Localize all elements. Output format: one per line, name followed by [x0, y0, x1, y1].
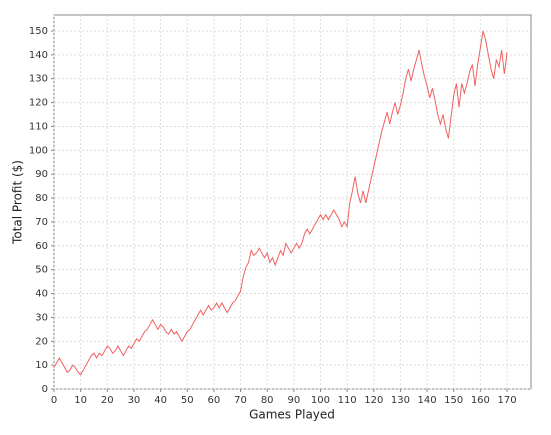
x-tick-label: 0: [51, 395, 57, 406]
plot-area: [53, 14, 532, 390]
x-tick-label: 110: [338, 395, 357, 406]
y-tick-label: 100: [29, 145, 48, 156]
x-tick-label: 160: [471, 395, 490, 406]
y-axis-label: Total Profit ($): [11, 160, 25, 245]
x-tick-label: 90: [287, 395, 300, 406]
y-tick-label: 80: [35, 193, 48, 204]
x-tick-label: 130: [391, 395, 410, 406]
y-tick-label: 150: [29, 26, 48, 37]
x-tick-label: 20: [101, 395, 114, 406]
x-tick-label: 50: [181, 395, 194, 406]
y-tick-label: 0: [42, 384, 48, 395]
y-tick-label: 70: [35, 217, 48, 228]
x-tick-label: 30: [128, 395, 141, 406]
y-tick-label: 30: [35, 312, 48, 323]
y-tick-label: 140: [29, 50, 48, 61]
x-tick-label: 100: [311, 395, 330, 406]
x-tick-label: 80: [261, 395, 274, 406]
x-tick-label: 120: [364, 395, 383, 406]
x-tick-label: 60: [208, 395, 221, 406]
y-tick-label: 120: [29, 98, 48, 109]
y-tick-label: 40: [35, 289, 48, 300]
y-tick-label: 110: [29, 121, 48, 132]
x-axis-label: Games Played: [249, 408, 335, 422]
y-tick-label: 130: [29, 74, 48, 85]
y-tick-label: 10: [35, 360, 48, 371]
x-tick-label: 40: [154, 395, 167, 406]
y-tick-label: 50: [35, 265, 48, 276]
data-line: [53, 30, 508, 376]
x-tick-label: 170: [497, 395, 516, 406]
x-tick-label: 140: [418, 395, 437, 406]
y-tick-label: 90: [35, 169, 48, 180]
x-tick-label: 70: [234, 395, 247, 406]
y-tick-label: 20: [35, 336, 48, 347]
x-tick-label: 150: [444, 395, 463, 406]
x-tick-label: 10: [74, 395, 87, 406]
y-tick-label: 60: [35, 241, 48, 252]
